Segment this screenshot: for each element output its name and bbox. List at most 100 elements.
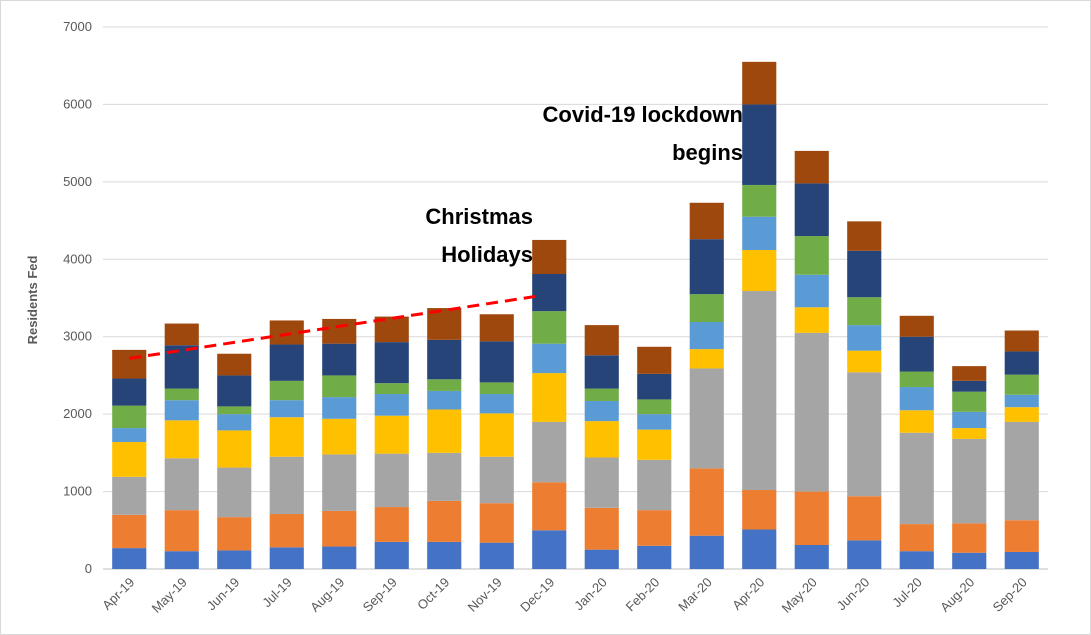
bar-segment	[374, 415, 409, 454]
bar-segment	[952, 411, 987, 429]
bar-segment	[322, 418, 357, 455]
bar-segment	[794, 236, 829, 275]
bar-segment	[899, 336, 934, 372]
bar-segment	[847, 221, 882, 251]
bar-segment	[637, 545, 672, 569]
bar-segment	[112, 548, 147, 569]
x-tick-label: Nov-19	[465, 575, 505, 615]
bar-segment	[899, 387, 934, 411]
trend-line-dashed	[129, 294, 536, 360]
x-tick-label: May-20	[779, 575, 820, 616]
bar-segment	[164, 510, 199, 552]
x-tick-label: Aug-19	[307, 575, 347, 615]
bar-segment	[322, 397, 357, 419]
bar-segment	[479, 341, 514, 383]
bar-segment	[1004, 421, 1039, 521]
bar-segment	[584, 421, 619, 458]
bar-segment	[322, 510, 357, 547]
bar-segment	[742, 61, 777, 105]
bar-segment	[217, 353, 252, 376]
bar-segment	[269, 417, 304, 457]
x-axis-ticks: Apr-19 May-19 Jun-19 Jul-19 Aug-19 Sep-19 Oct-…	[99, 575, 1030, 616]
bar-segment	[269, 344, 304, 381]
bar-segment	[952, 438, 987, 524]
bar-segment	[899, 371, 934, 388]
y-tick-label: 5000	[63, 174, 92, 189]
bar-segment	[112, 405, 147, 429]
bar-segment	[584, 457, 619, 508]
bar-segment	[164, 388, 199, 401]
x-tick-label: Sep-19	[360, 575, 400, 615]
bar-segment	[689, 349, 724, 369]
bar-segment	[952, 523, 987, 553]
bar-segment	[847, 297, 882, 326]
bar-segment	[322, 546, 357, 569]
bar-segment	[532, 273, 567, 312]
bar-segment	[689, 294, 724, 323]
bar-segment	[847, 496, 882, 541]
gridlines	[103, 26, 1048, 570]
bar-segment	[164, 323, 199, 346]
y-tick-label: 1000	[63, 484, 92, 499]
bar-segment	[794, 307, 829, 333]
trend-line	[129, 294, 536, 360]
bar-segment	[217, 517, 252, 551]
bar-segment	[217, 550, 252, 569]
bar-segment	[899, 410, 934, 433]
bar-segment	[217, 406, 252, 415]
bar-segment	[479, 456, 514, 504]
bar-segment	[952, 366, 987, 381]
annotation-text: begins	[672, 140, 743, 165]
bar-segment	[164, 458, 199, 511]
bar-segment	[532, 421, 567, 483]
bar-segment	[164, 551, 199, 569]
bar-segment	[427, 390, 462, 410]
bar-segment	[637, 510, 672, 546]
bar-segment	[479, 382, 514, 395]
bar-segment	[689, 468, 724, 536]
y-tick-label: 4000	[63, 251, 92, 266]
bar-segment	[794, 544, 829, 569]
bar-segment	[217, 467, 252, 518]
bar-segment	[952, 428, 987, 439]
bar-segment	[952, 552, 987, 569]
bar-segment	[1004, 330, 1039, 352]
bar-segment	[112, 442, 147, 477]
bar-segment	[374, 453, 409, 508]
bar-segment	[164, 420, 199, 459]
bar-segment	[1004, 407, 1039, 422]
bar-segment	[899, 524, 934, 552]
bar-segment	[269, 456, 304, 515]
bar-segment	[269, 514, 304, 548]
bar-segment	[269, 400, 304, 418]
x-tick-label: Jun-20	[834, 575, 873, 614]
y-tick-label: 2000	[63, 406, 92, 421]
bar-segment	[532, 530, 567, 569]
annotation-text: Covid-19 lockdown	[543, 102, 743, 127]
bar-segment	[1004, 394, 1039, 408]
bar-segment	[899, 551, 934, 569]
bar-segment	[374, 541, 409, 569]
bar-segment	[637, 414, 672, 430]
bar-segment	[427, 541, 462, 569]
bar-segment	[269, 547, 304, 569]
bar-segment	[847, 250, 882, 298]
bar-segment	[322, 375, 357, 398]
bar-segment	[899, 432, 934, 525]
bar-segment	[479, 542, 514, 569]
y-axis-ticks: 0 1000 2000 3000 4000 5000 6000 7000	[63, 19, 92, 576]
bar-segment	[112, 349, 147, 379]
bar-segment	[112, 378, 147, 406]
x-tick-label: May-19	[149, 575, 190, 616]
bar-segment	[689, 322, 724, 350]
bar-segment	[794, 332, 829, 492]
x-tick-label: Apr-19	[99, 575, 137, 613]
bar-segment	[427, 452, 462, 501]
bar-segment	[899, 315, 934, 337]
x-tick-label: Jun-19	[204, 575, 243, 614]
x-tick-label: Feb-20	[623, 575, 663, 615]
bar-segment	[637, 459, 672, 511]
bar-segment	[1004, 520, 1039, 552]
bar-segment	[689, 368, 724, 469]
